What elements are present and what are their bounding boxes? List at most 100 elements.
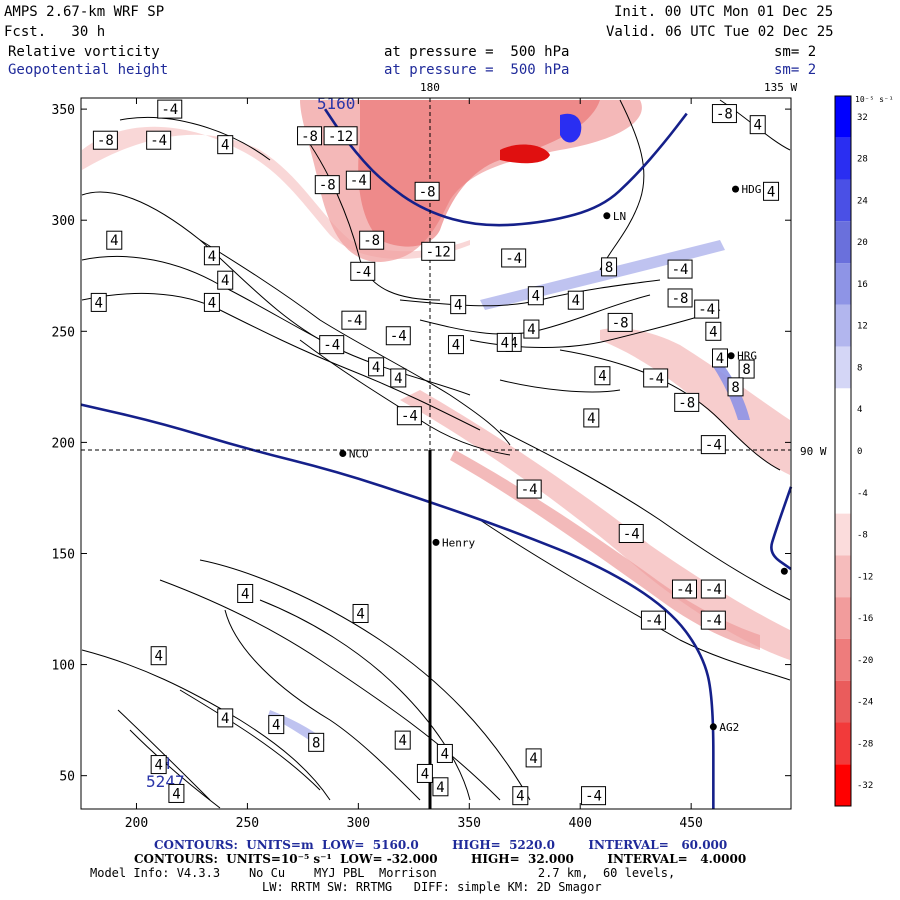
contour-label-box	[90, 292, 107, 312]
x-tick-label: 300	[347, 816, 370, 831]
station-label: AG2	[719, 721, 739, 734]
colorbar-label: -28	[857, 739, 873, 749]
contour-label-box	[643, 368, 669, 388]
contour-label-box	[297, 126, 323, 146]
height-contour-segment-2	[770, 486, 793, 571]
contour-label-box	[594, 366, 611, 386]
contour-label: -4	[521, 482, 538, 498]
contour-label: 4	[532, 289, 540, 305]
vorticity-contour-info: CONTOURS: UNITS=10⁻⁵ s⁻¹ LOW= -32.000 HI…	[134, 852, 747, 866]
contour-label: 4	[436, 780, 444, 796]
contour-label: -8	[612, 315, 629, 331]
contour-label-box	[390, 368, 407, 388]
colorbar-swatch	[835, 388, 851, 431]
model-title: AMPS 2.67-km WRF SP	[4, 4, 165, 20]
colorbar: 32 28 24 20 16 12 8 4 0 -4 -8 -12 -16 -20 -24 -28 -32 10⁻…	[834, 95, 894, 807]
colorbar-label: 8	[857, 363, 862, 373]
colorbar-frame	[834, 95, 852, 807]
contour-label: -4	[676, 582, 693, 598]
station-label: LN	[613, 210, 626, 223]
field1-name: Relative vorticity	[8, 44, 160, 60]
longitude-90w-label: 90 W	[800, 445, 827, 458]
contour-label: -8	[319, 178, 336, 194]
contour-label-box	[345, 170, 371, 190]
colorbar-label: 20	[857, 238, 868, 248]
field1-smoothing: sm= 2	[774, 44, 817, 60]
y-tick-label: 150	[52, 547, 75, 562]
contour-label: -12	[328, 129, 353, 145]
contour-label-box	[523, 319, 540, 339]
contour-label: 4	[754, 118, 762, 134]
contour-label: 4	[110, 233, 118, 249]
colorbar-swatch	[835, 764, 851, 806]
contour-label-box	[217, 135, 234, 155]
valid-time: Valid. 06 UTC Tue 02 Dec 25	[606, 24, 834, 40]
forecast-hour: Fcst. 30 h	[4, 24, 106, 40]
contour-label: -4	[705, 582, 722, 598]
contour-label-box	[385, 326, 411, 346]
contour-label-box	[601, 257, 618, 277]
contour-label-box	[672, 579, 697, 599]
station-marker	[732, 185, 740, 193]
colorbar-swatch	[835, 96, 851, 138]
contour-label: 4	[598, 369, 606, 385]
colorbar-label: -12	[857, 572, 873, 582]
contour-label: 4	[221, 711, 229, 727]
contour-label: 4	[587, 411, 595, 427]
contour-label: -4	[350, 173, 367, 189]
contour-label-box	[700, 435, 726, 455]
contour-label-box	[450, 295, 467, 315]
contour-label-box	[323, 126, 358, 146]
station-label: NCO	[349, 448, 369, 461]
contour-label-box	[414, 181, 440, 201]
contour-label-box	[667, 288, 693, 308]
y-tick-label: 200	[52, 436, 75, 451]
colorbar-label: -20	[857, 656, 873, 666]
y-tick-label: 50	[59, 770, 75, 785]
field2-smoothing: sm= 2	[774, 62, 817, 78]
colorbar-swatch	[835, 179, 851, 222]
contour-label-box	[711, 104, 737, 124]
contour-label: 4	[154, 758, 162, 774]
longitude-135w-label: 135 W	[764, 81, 798, 94]
contour-label: -4	[672, 262, 689, 278]
contour-label-box	[674, 392, 700, 412]
height-label: 5160	[317, 94, 356, 113]
station-label: HDG	[742, 183, 762, 196]
contour-label-box	[237, 583, 254, 603]
field2-level: at pressure = 500 hPa	[384, 62, 570, 78]
contour-label-box	[341, 310, 367, 330]
contour-label-box	[421, 241, 456, 261]
contour-label: 4	[221, 138, 229, 154]
contour-label-box	[496, 332, 513, 352]
contour-label: -4	[647, 371, 664, 387]
contour-label-box	[92, 130, 118, 150]
contour-label-box	[581, 786, 607, 806]
colorbar-swatch	[835, 304, 851, 347]
contour-label-box	[396, 406, 422, 426]
negative-vorticity-inner	[358, 100, 600, 247]
x-tick-label: 250	[236, 816, 259, 831]
contour-label-box	[314, 175, 340, 195]
contour-label-box	[106, 230, 123, 250]
contour-label-box	[359, 230, 385, 250]
contour-label: -4	[705, 438, 722, 454]
y-tick-label: 350	[52, 103, 75, 118]
x-tick-label: 200	[125, 816, 148, 831]
contour-label-box	[350, 261, 376, 281]
contour-label-box	[700, 610, 726, 630]
contour-label-box	[705, 321, 722, 341]
y-tick-label: 300	[52, 214, 75, 229]
colorbar-swatch	[835, 137, 851, 180]
height-contour-info: CONTOURS: UNITS=m LOW= 5160.0 HIGH= 5220…	[154, 838, 728, 852]
model-physics-info: LW: RRTM SW: RRTMG DIFF: simple KM: 2D S…	[262, 880, 602, 894]
contour-label: 4	[208, 295, 216, 311]
colorbar-swatch	[835, 471, 851, 514]
geopotential-height-contours	[80, 108, 793, 809]
station-marker	[709, 723, 717, 731]
contour-labels: 51605247H-4-8-44-8-12-8-4-8-8-12-444444-…	[90, 94, 780, 806]
contour-label: -8	[363, 233, 380, 249]
contour-label-box	[527, 286, 544, 306]
colorbar-swatch	[835, 221, 851, 264]
colorbar-swatch	[835, 513, 851, 556]
